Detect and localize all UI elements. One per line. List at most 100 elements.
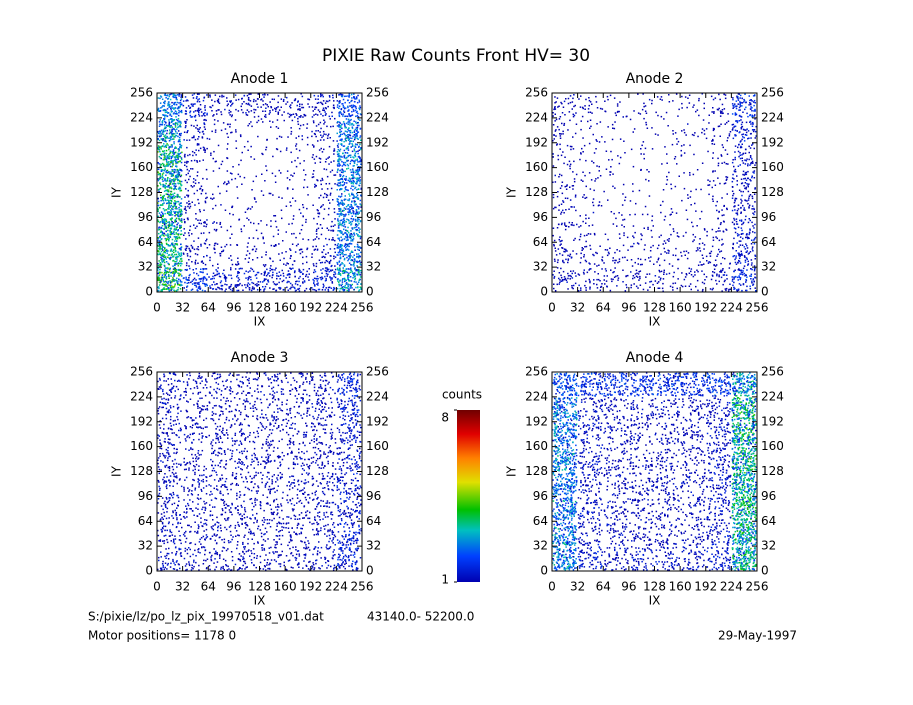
count-dot (321, 179, 324, 181)
count-dot (339, 196, 342, 198)
count-dot (249, 270, 251, 272)
count-dot (321, 277, 324, 280)
count-dot (164, 127, 167, 130)
count-dot (556, 143, 559, 145)
count-dot (164, 251, 166, 254)
count-dot (171, 101, 173, 104)
count-dot (736, 212, 739, 214)
count-dot (237, 271, 239, 273)
count-dot (164, 139, 166, 141)
count-dot (328, 182, 331, 185)
count-dot (337, 179, 340, 181)
count-dot (747, 184, 749, 186)
count-dot (599, 175, 602, 177)
count-dot (360, 158, 362, 161)
count-dot (286, 262, 288, 264)
count-dot (184, 208, 186, 210)
count-dot (333, 255, 335, 257)
count-dot (331, 115, 333, 117)
count-dot (170, 160, 173, 163)
count-dot (200, 185, 203, 187)
heatmap-cell (286, 169, 309, 190)
count-dot (343, 95, 346, 98)
heatmap-cell (630, 144, 654, 168)
count-dot (177, 251, 179, 253)
count-dot (734, 151, 736, 153)
count-dot (164, 226, 166, 228)
count-dot (276, 137, 278, 140)
count-dot (171, 232, 173, 235)
count-dot (174, 267, 176, 270)
count-dot (160, 227, 162, 230)
count-dot (331, 269, 334, 271)
count-dot (743, 174, 746, 176)
count-dot (162, 260, 164, 263)
count-dot (294, 283, 297, 285)
count-dot (352, 193, 354, 196)
count-dot (195, 268, 197, 270)
count-dot (321, 251, 324, 254)
count-dot (247, 282, 249, 284)
count-dot (193, 159, 196, 162)
count-dot (726, 139, 728, 142)
count-dot (343, 238, 346, 240)
count-dot (292, 267, 294, 270)
count-dot (160, 215, 162, 217)
count-dot (196, 289, 199, 291)
count-dot (359, 143, 361, 146)
count-dot (339, 251, 342, 254)
count-dot (298, 105, 301, 108)
count-dot (162, 133, 165, 135)
count-dot (161, 246, 164, 248)
count-dot (212, 272, 215, 274)
y-tick-label: 128 (130, 185, 153, 199)
count-dot (176, 289, 178, 292)
count-dot (348, 138, 350, 141)
count-dot (295, 289, 297, 292)
count-dot (677, 140, 680, 143)
count-dot (227, 136, 229, 138)
count-dot (164, 273, 167, 276)
count-dot (745, 215, 747, 218)
count-dot (680, 149, 682, 152)
count-dot (180, 132, 182, 135)
count-dot (235, 263, 237, 266)
count-dot (157, 137, 159, 140)
count-dot (750, 99, 752, 101)
count-dot (170, 132, 172, 134)
count-dot (572, 113, 574, 116)
count-dot (343, 289, 346, 291)
count-dot (278, 253, 280, 255)
count-dot (637, 112, 640, 114)
count-dot (255, 229, 258, 232)
count-dot (343, 106, 345, 108)
count-dot (353, 261, 355, 263)
count-dot (162, 129, 165, 131)
count-dot (358, 99, 360, 101)
count-dot (343, 110, 345, 112)
count-dot (612, 127, 614, 129)
count-dot (269, 120, 271, 122)
count-dot (177, 157, 179, 160)
count-dot (269, 287, 271, 289)
count-dot (607, 126, 609, 128)
count-dot (177, 118, 180, 120)
count-dot (360, 288, 362, 290)
count-dot (341, 262, 343, 264)
count-dot (325, 193, 328, 196)
count-dot (354, 196, 357, 199)
count-dot (179, 99, 182, 102)
count-dot (166, 165, 168, 167)
count-dot (339, 126, 341, 129)
count-dot (328, 156, 330, 158)
count-dot (168, 103, 171, 106)
count-dot (345, 137, 348, 139)
count-dot (175, 213, 177, 216)
count-dot (747, 170, 749, 173)
count-dot (250, 105, 253, 107)
count-dot (356, 133, 358, 135)
count-dot (334, 256, 337, 258)
heatmap-cell (234, 119, 260, 143)
count-dot (238, 268, 241, 270)
count-dot (161, 175, 164, 177)
